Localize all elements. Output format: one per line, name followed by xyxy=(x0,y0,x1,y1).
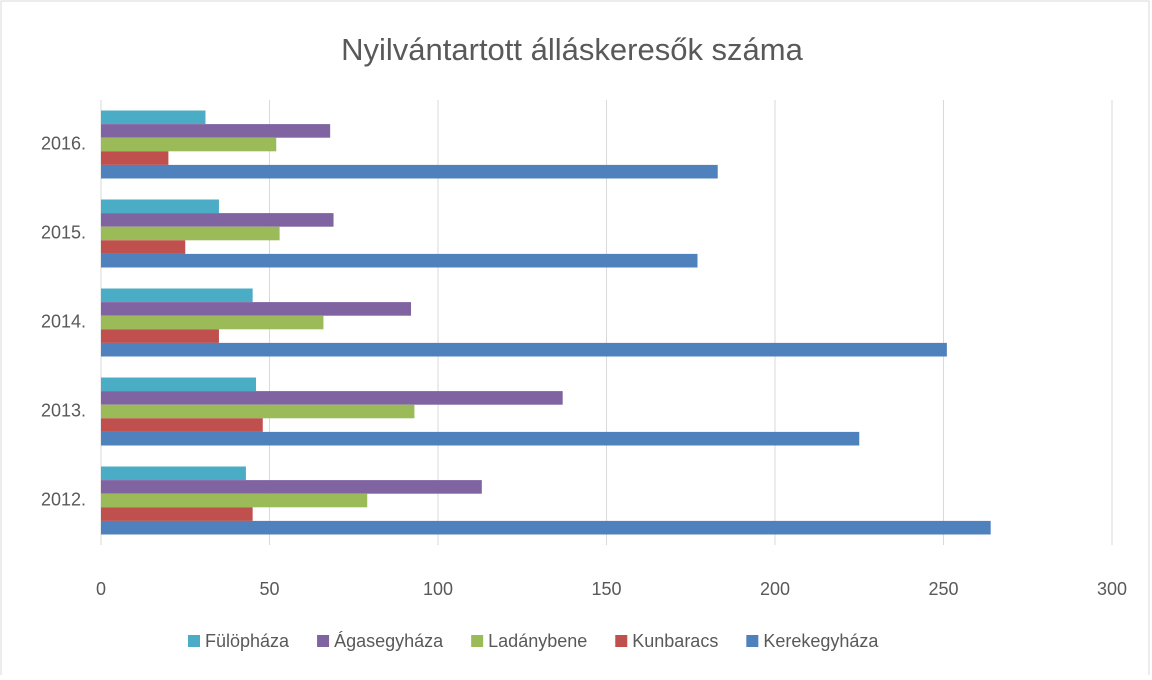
x-tick-label: 100 xyxy=(423,579,453,599)
bar xyxy=(101,507,253,521)
bar xyxy=(101,342,947,357)
legend-label: Kunbaracs xyxy=(632,631,718,651)
bar xyxy=(101,151,169,165)
legend-swatch xyxy=(471,635,484,647)
bar xyxy=(101,391,563,405)
y-tick-label: 2012. xyxy=(41,489,86,509)
y-tick-label: 2016. xyxy=(41,133,86,153)
bar xyxy=(101,199,219,214)
bar xyxy=(101,418,263,432)
legend-swatch xyxy=(746,635,759,647)
bar xyxy=(101,493,368,508)
x-tick-label: 50 xyxy=(259,579,279,599)
bar xyxy=(101,253,698,268)
x-tick-label: 300 xyxy=(1097,579,1127,599)
bar xyxy=(101,377,257,392)
x-tick-label: 200 xyxy=(760,579,790,599)
legend-label: Ladánybene xyxy=(488,631,587,651)
bar xyxy=(101,288,253,303)
legend-label: Fülöpháza xyxy=(205,631,290,651)
bar xyxy=(101,480,482,494)
bar xyxy=(101,213,334,227)
bar xyxy=(101,226,280,241)
bar xyxy=(101,302,412,316)
chart-title: Nyilvántartott álláskeresők száma xyxy=(341,32,803,67)
y-tick-label: 2015. xyxy=(41,222,86,242)
x-tick-label: 0 xyxy=(96,579,106,599)
bar xyxy=(101,431,860,446)
bar xyxy=(101,110,206,125)
bar xyxy=(101,329,219,343)
bar xyxy=(101,137,277,152)
bar xyxy=(101,466,246,481)
bar xyxy=(101,240,186,254)
legend-swatch xyxy=(317,635,330,647)
bar xyxy=(101,164,718,179)
bar xyxy=(101,315,324,330)
y-tick-label: 2013. xyxy=(41,400,86,420)
bar xyxy=(101,404,415,419)
bar xyxy=(101,520,991,535)
x-tick-label: 250 xyxy=(928,579,958,599)
bar xyxy=(101,124,331,138)
y-tick-label: 2014. xyxy=(41,311,86,331)
legend-label: Kerekegyháza xyxy=(763,631,879,651)
legend-swatch xyxy=(615,635,628,647)
x-tick-label: 150 xyxy=(591,579,621,599)
legend-swatch xyxy=(188,635,200,647)
legend-label: Ágasegyháza xyxy=(334,631,444,651)
